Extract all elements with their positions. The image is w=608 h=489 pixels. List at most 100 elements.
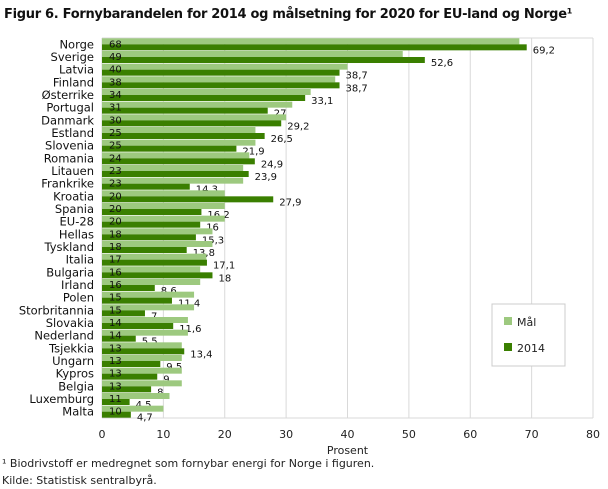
bar-mal [102, 63, 348, 70]
data-label-2014: 17,1 [213, 261, 235, 272]
bar-mal [102, 165, 244, 171]
data-label-2014: 11,6 [179, 324, 201, 335]
data-label-2014: 8,6 [161, 286, 177, 297]
data-label-mal: 13 [109, 343, 122, 354]
data-label-mal: 10 [109, 407, 122, 418]
category-label: Finland [53, 75, 94, 89]
bar-mal [102, 367, 182, 374]
category-label: Slovenia [45, 139, 94, 153]
bar-2014 [102, 297, 172, 304]
data-label-mal: 14 [109, 331, 122, 342]
category-label: Latvia [59, 63, 94, 77]
data-label-mal: 68 [109, 39, 122, 50]
data-label-2014: 23,9 [255, 172, 277, 183]
data-label-mal: 15 [109, 305, 122, 316]
x-axis-label: Prosent [327, 444, 369, 457]
x-tick-label: 40 [341, 428, 355, 441]
bar-mal [102, 304, 195, 311]
bar-mal [102, 253, 207, 260]
x-tick-label: 80 [586, 428, 600, 441]
bar-2014 [102, 133, 265, 139]
data-label-mal: 15 [109, 293, 122, 304]
category-label: Tyskland [43, 240, 94, 254]
data-label-2014: 69,2 [533, 45, 555, 56]
category-label: Litauen [51, 164, 94, 178]
data-label-2014: 26,5 [271, 134, 293, 145]
bar-2014 [102, 196, 274, 203]
data-label-2014: 13,8 [193, 248, 215, 259]
bar-2014 [102, 158, 255, 165]
bar-2014 [102, 259, 207, 266]
data-label-mal: 49 [109, 52, 122, 63]
category-label: Spania [55, 202, 94, 216]
bar-2014 [102, 399, 130, 405]
data-label-mal: 25 [109, 141, 122, 152]
bar-2014 [102, 171, 249, 177]
data-label-2014: 11,4 [178, 299, 200, 310]
bar-2014 [102, 247, 187, 253]
data-label-mal: 24 [109, 153, 122, 164]
data-label-mal: 11 [109, 394, 122, 405]
category-label: Hellas [59, 227, 94, 241]
data-label-mal: 17 [109, 255, 122, 266]
bar-2014 [102, 272, 213, 279]
data-label-2014: 16,2 [207, 210, 229, 221]
x-tick-label: 10 [156, 428, 170, 441]
category-label: Italia [66, 253, 94, 267]
bar-mal [102, 241, 213, 247]
bar-mal [102, 190, 225, 197]
data-label-2014: 33,1 [311, 96, 333, 107]
bar-mal [102, 51, 403, 57]
bar-2014 [102, 411, 131, 418]
x-tick-label: 0 [99, 428, 106, 441]
category-label: Ungarn [52, 354, 94, 368]
legend-label: Mål [517, 316, 536, 329]
x-tick-label: 60 [463, 428, 477, 441]
data-label-2014: 4,7 [137, 413, 153, 424]
category-label: EU-28 [60, 215, 94, 229]
bar-2014 [102, 57, 425, 63]
data-label-mal: 25 [109, 128, 122, 139]
data-label-mal: 23 [109, 179, 122, 190]
category-label: Belgia [58, 379, 94, 393]
category-label: Tsjekkia [48, 341, 94, 355]
category-label: Malta [62, 405, 94, 419]
data-label-2014: 52,6 [431, 58, 453, 69]
bar-2014 [102, 95, 306, 101]
data-label-2014: 24,9 [261, 159, 283, 170]
category-label: Romania [44, 151, 94, 165]
bar-mal [102, 329, 188, 336]
data-label-2014: 38,7 [346, 83, 368, 94]
bar-2014 [102, 361, 161, 367]
source: Kilde: Statistisk sentralbyrå. [2, 474, 157, 487]
bar-2014 [102, 323, 174, 329]
data-label-2014: 27,9 [279, 197, 301, 208]
category-label: Estland [51, 126, 94, 140]
bar-mal [102, 215, 225, 222]
bar-mal [102, 266, 201, 273]
bar-mal [102, 405, 164, 412]
category-label: Nederland [34, 329, 94, 343]
data-label-2014: 9 [163, 375, 169, 386]
bar-mal [102, 89, 311, 95]
data-label-mal: 14 [109, 318, 122, 329]
bar-mal [102, 291, 195, 298]
bar-2014 [102, 107, 268, 114]
data-label-mal: 18 [109, 229, 122, 240]
bar-mal [102, 279, 201, 285]
bar-mal [102, 342, 182, 349]
data-label-2014: 5,5 [142, 337, 158, 348]
category-label: Luxemburg [29, 392, 94, 406]
bar-mal [102, 317, 188, 323]
data-label-2014: 27 [274, 109, 287, 120]
data-label-2014: 16 [206, 223, 219, 234]
x-tick-label: 30 [279, 428, 293, 441]
category-label: Polen [63, 291, 94, 305]
category-label: Portugal [46, 101, 94, 115]
data-label-mal: 20 [109, 217, 122, 228]
data-label-mal: 38 [109, 77, 122, 88]
bar-mal [102, 139, 256, 146]
data-label-mal: 13 [109, 356, 122, 367]
bar-2014 [102, 386, 152, 393]
